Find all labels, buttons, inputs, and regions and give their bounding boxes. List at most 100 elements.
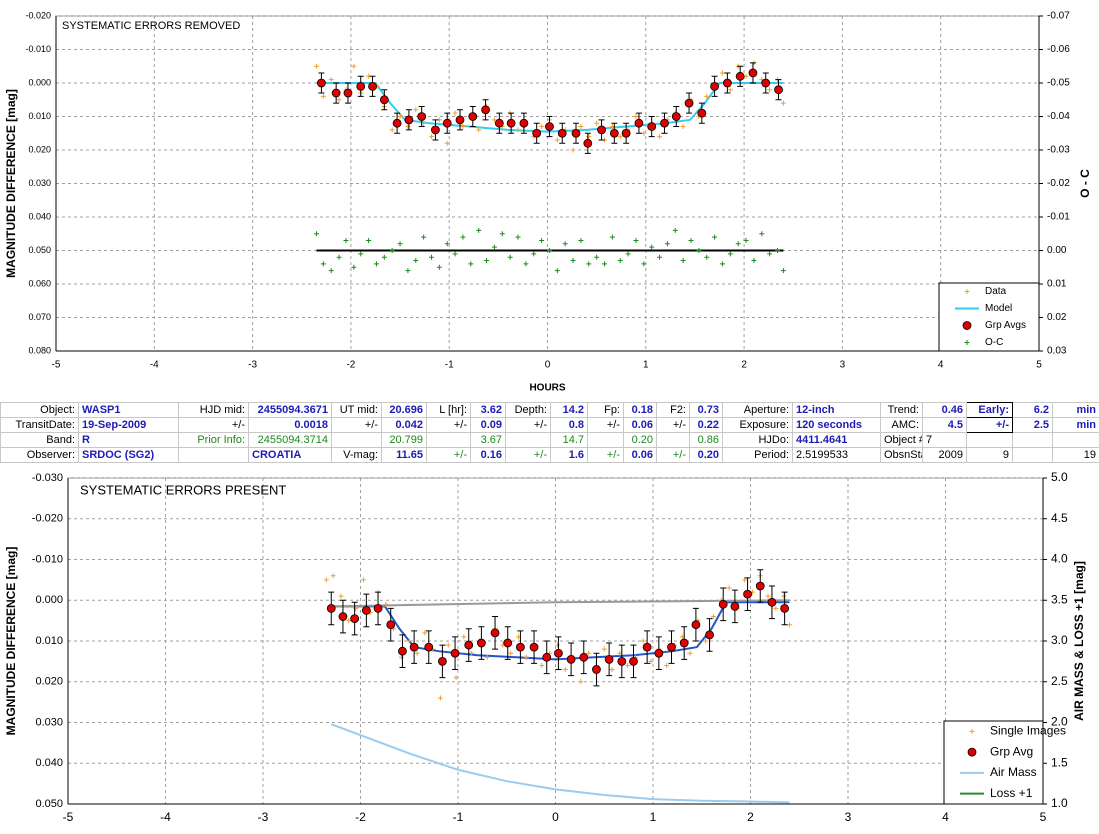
data-point: [586, 134, 592, 140]
info-table: Object: WASP1 HJD mid: 2455094.3671 UT mid: 2…: [0, 402, 1099, 463]
group-average: [398, 646, 407, 656]
group-average: [519, 118, 529, 128]
x-tick-label: 1: [643, 360, 649, 371]
y-tick-label: -0.010: [32, 553, 63, 565]
table-cell: AMC:: [880, 417, 923, 433]
group-average: [579, 652, 589, 662]
data-point: [562, 667, 568, 673]
table-cell: 0.06: [623, 417, 657, 433]
group-average: [583, 138, 593, 148]
data-point: [373, 261, 379, 267]
data-point: [366, 237, 372, 243]
y-tick-label: 0.080: [28, 345, 51, 355]
y2-axis-label: O - C: [1078, 169, 1092, 198]
data-point: [787, 622, 792, 628]
data-point: [617, 134, 623, 140]
data-point: [554, 137, 560, 143]
data-point: [523, 654, 529, 660]
table-cell: +/-: [178, 417, 249, 433]
y2-tick-label: 3.0: [1051, 633, 1068, 647]
y-tick-label: -0.010: [25, 44, 51, 54]
table-cell: SRDOC (SG2): [78, 447, 179, 463]
group-average: [667, 642, 676, 652]
table-cell: +/-: [587, 447, 624, 463]
data-point: [531, 251, 537, 257]
data-point: [641, 130, 647, 136]
group-average: [697, 108, 707, 118]
table-row: Band: R Prior Info: 2455094.3714 20.799 3.67 1…: [0, 432, 1099, 448]
data-point: [680, 258, 686, 264]
data-point: [687, 650, 693, 656]
table-cell: +/-: [587, 417, 624, 433]
group-average: [542, 652, 552, 662]
legend: [938, 282, 1040, 352]
data-point: [625, 251, 631, 257]
y2-tick-label: 1.5: [1051, 755, 1068, 769]
data-point: [696, 248, 702, 253]
series-line: [331, 599, 790, 608]
data-point: [735, 241, 741, 247]
table-cell: +/-: [966, 417, 1013, 433]
legend-swatch: [962, 321, 972, 330]
table-cell: 0.042: [381, 417, 427, 433]
data-point: [436, 264, 442, 270]
table-cell: +/-: [505, 447, 551, 463]
group-average: [326, 604, 336, 613]
data-point: [727, 87, 733, 93]
y-tick-label: 0.020: [28, 144, 51, 154]
y2-tick-label: -0.01: [1047, 212, 1070, 223]
group-average: [554, 648, 563, 658]
y2-tick-label: 4.5: [1051, 511, 1068, 525]
group-average: [455, 115, 465, 125]
y-tick-label: 0.010: [35, 635, 63, 647]
table-cell: 7: [922, 432, 967, 448]
series-line: [316, 82, 784, 133]
table-cell: WASP1: [78, 402, 179, 418]
chart-title: SYSTEMATIC ERRORS PRESENT: [80, 482, 286, 497]
data-point: [360, 577, 366, 583]
table-cell: R: [78, 432, 179, 448]
table-cell: 0.20: [623, 432, 657, 448]
table-cell: 4.5: [922, 417, 967, 433]
table-cell: Depth:: [505, 402, 551, 418]
table-cell: 4411.4641: [792, 432, 881, 448]
data-point: [680, 124, 686, 130]
group-average: [592, 665, 601, 674]
group-average: [503, 638, 513, 648]
y2-tick-label: -0.04: [1047, 111, 1070, 122]
table-cell: min: [1052, 417, 1099, 433]
data-point: [351, 264, 357, 270]
table-cell: +/-: [426, 447, 471, 463]
table-cell: 11.65: [381, 447, 427, 463]
data-point: [460, 124, 466, 130]
data-point: [358, 251, 364, 257]
data-point: [414, 650, 420, 656]
group-average: [368, 81, 377, 91]
x-tick-label: -2: [355, 810, 366, 824]
table-cell: +/-: [331, 417, 382, 433]
data-point: [383, 601, 389, 607]
data-point: [602, 261, 608, 267]
y2-tick-label: -0.03: [1047, 145, 1070, 156]
group-average: [356, 81, 366, 91]
group-average: [490, 628, 500, 638]
table-cell: Object #:: [880, 432, 923, 448]
y2-tick-label: -0.02: [1047, 178, 1070, 189]
y-axis-label: MAGNITUDE DIFFERENCE [mag]: [4, 547, 18, 736]
data-point: [515, 127, 521, 133]
group-average: [506, 118, 516, 128]
data-point: [429, 134, 435, 140]
y-tick-label: 0.050: [28, 245, 51, 255]
data-point: [444, 241, 450, 247]
data-point: [609, 667, 615, 673]
y2-tick-label: 0.01: [1047, 279, 1067, 290]
group-average: [671, 112, 681, 121]
legend-swatch: [964, 289, 970, 294]
table-cell: +/-: [656, 447, 690, 463]
group-average: [392, 118, 402, 128]
group-average: [404, 115, 414, 125]
data-point: [554, 642, 560, 648]
data-point: [586, 650, 592, 656]
data-point: [508, 650, 514, 656]
table-cell: [656, 432, 690, 448]
